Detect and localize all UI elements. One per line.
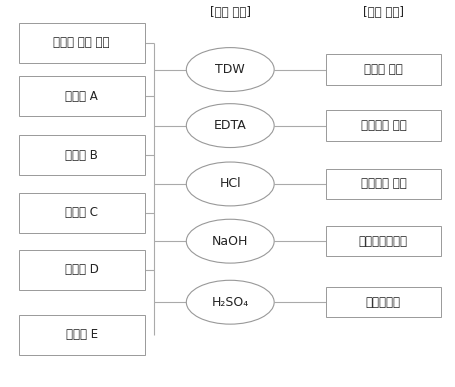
Text: 잔여물 D: 잔여물 D bbox=[65, 263, 98, 276]
Text: [추출 용매]: [추출 용매] bbox=[209, 6, 250, 19]
Text: NaOH: NaOH bbox=[212, 235, 248, 248]
Text: 세포벽 구성 물질: 세포벽 구성 물질 bbox=[53, 36, 110, 49]
Ellipse shape bbox=[186, 219, 273, 263]
Text: H₂SO₄: H₂SO₄ bbox=[211, 296, 248, 309]
Text: 이온결합 펝틴: 이온결합 펝틴 bbox=[360, 119, 405, 132]
Text: 가용성 펝틴: 가용성 펝틴 bbox=[363, 63, 402, 76]
FancyBboxPatch shape bbox=[325, 110, 440, 141]
FancyBboxPatch shape bbox=[325, 54, 440, 85]
FancyBboxPatch shape bbox=[19, 23, 144, 63]
Text: HCl: HCl bbox=[219, 178, 241, 190]
FancyBboxPatch shape bbox=[325, 226, 440, 257]
FancyBboxPatch shape bbox=[19, 135, 144, 175]
Text: 잔여물 E: 잔여물 E bbox=[66, 328, 97, 341]
FancyBboxPatch shape bbox=[19, 193, 144, 233]
Text: 공유결합 펝틴: 공유결합 펝틴 bbox=[360, 178, 405, 190]
Ellipse shape bbox=[186, 280, 273, 324]
Text: EDTA: EDTA bbox=[213, 119, 246, 132]
Text: [추출 성분]: [추출 성분] bbox=[362, 6, 403, 19]
Text: 잔여물 C: 잔여물 C bbox=[65, 206, 98, 219]
Text: 잔여물 A: 잔여물 A bbox=[65, 90, 98, 103]
Ellipse shape bbox=[186, 162, 273, 206]
FancyBboxPatch shape bbox=[19, 76, 144, 116]
Text: TDW: TDW bbox=[215, 63, 245, 76]
Text: 잔여물 B: 잔여물 B bbox=[65, 149, 98, 162]
Ellipse shape bbox=[186, 48, 273, 91]
Ellipse shape bbox=[186, 104, 273, 147]
Text: 헤미셀룰로오스: 헤미셀룰로오스 bbox=[358, 235, 407, 248]
FancyBboxPatch shape bbox=[325, 287, 440, 317]
FancyBboxPatch shape bbox=[19, 250, 144, 290]
Text: 셀룰로오스: 셀룰로오스 bbox=[365, 296, 400, 309]
FancyBboxPatch shape bbox=[19, 315, 144, 354]
FancyBboxPatch shape bbox=[325, 169, 440, 199]
